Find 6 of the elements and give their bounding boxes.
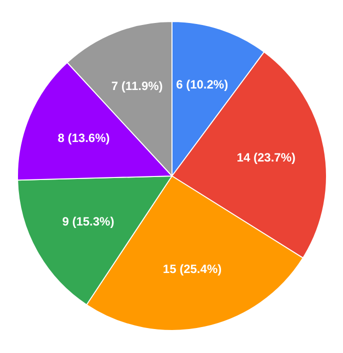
data-label: 6 (10.2%) [176, 77, 228, 92]
data-label: 9 (15.3%) [62, 214, 114, 229]
data-label: 8 (13.6%) [58, 131, 110, 146]
data-label: 7 (11.9%) [111, 79, 163, 94]
data-label: 14 (23.7%) [236, 150, 296, 165]
data-label: 15 (25.4%) [162, 262, 222, 276]
